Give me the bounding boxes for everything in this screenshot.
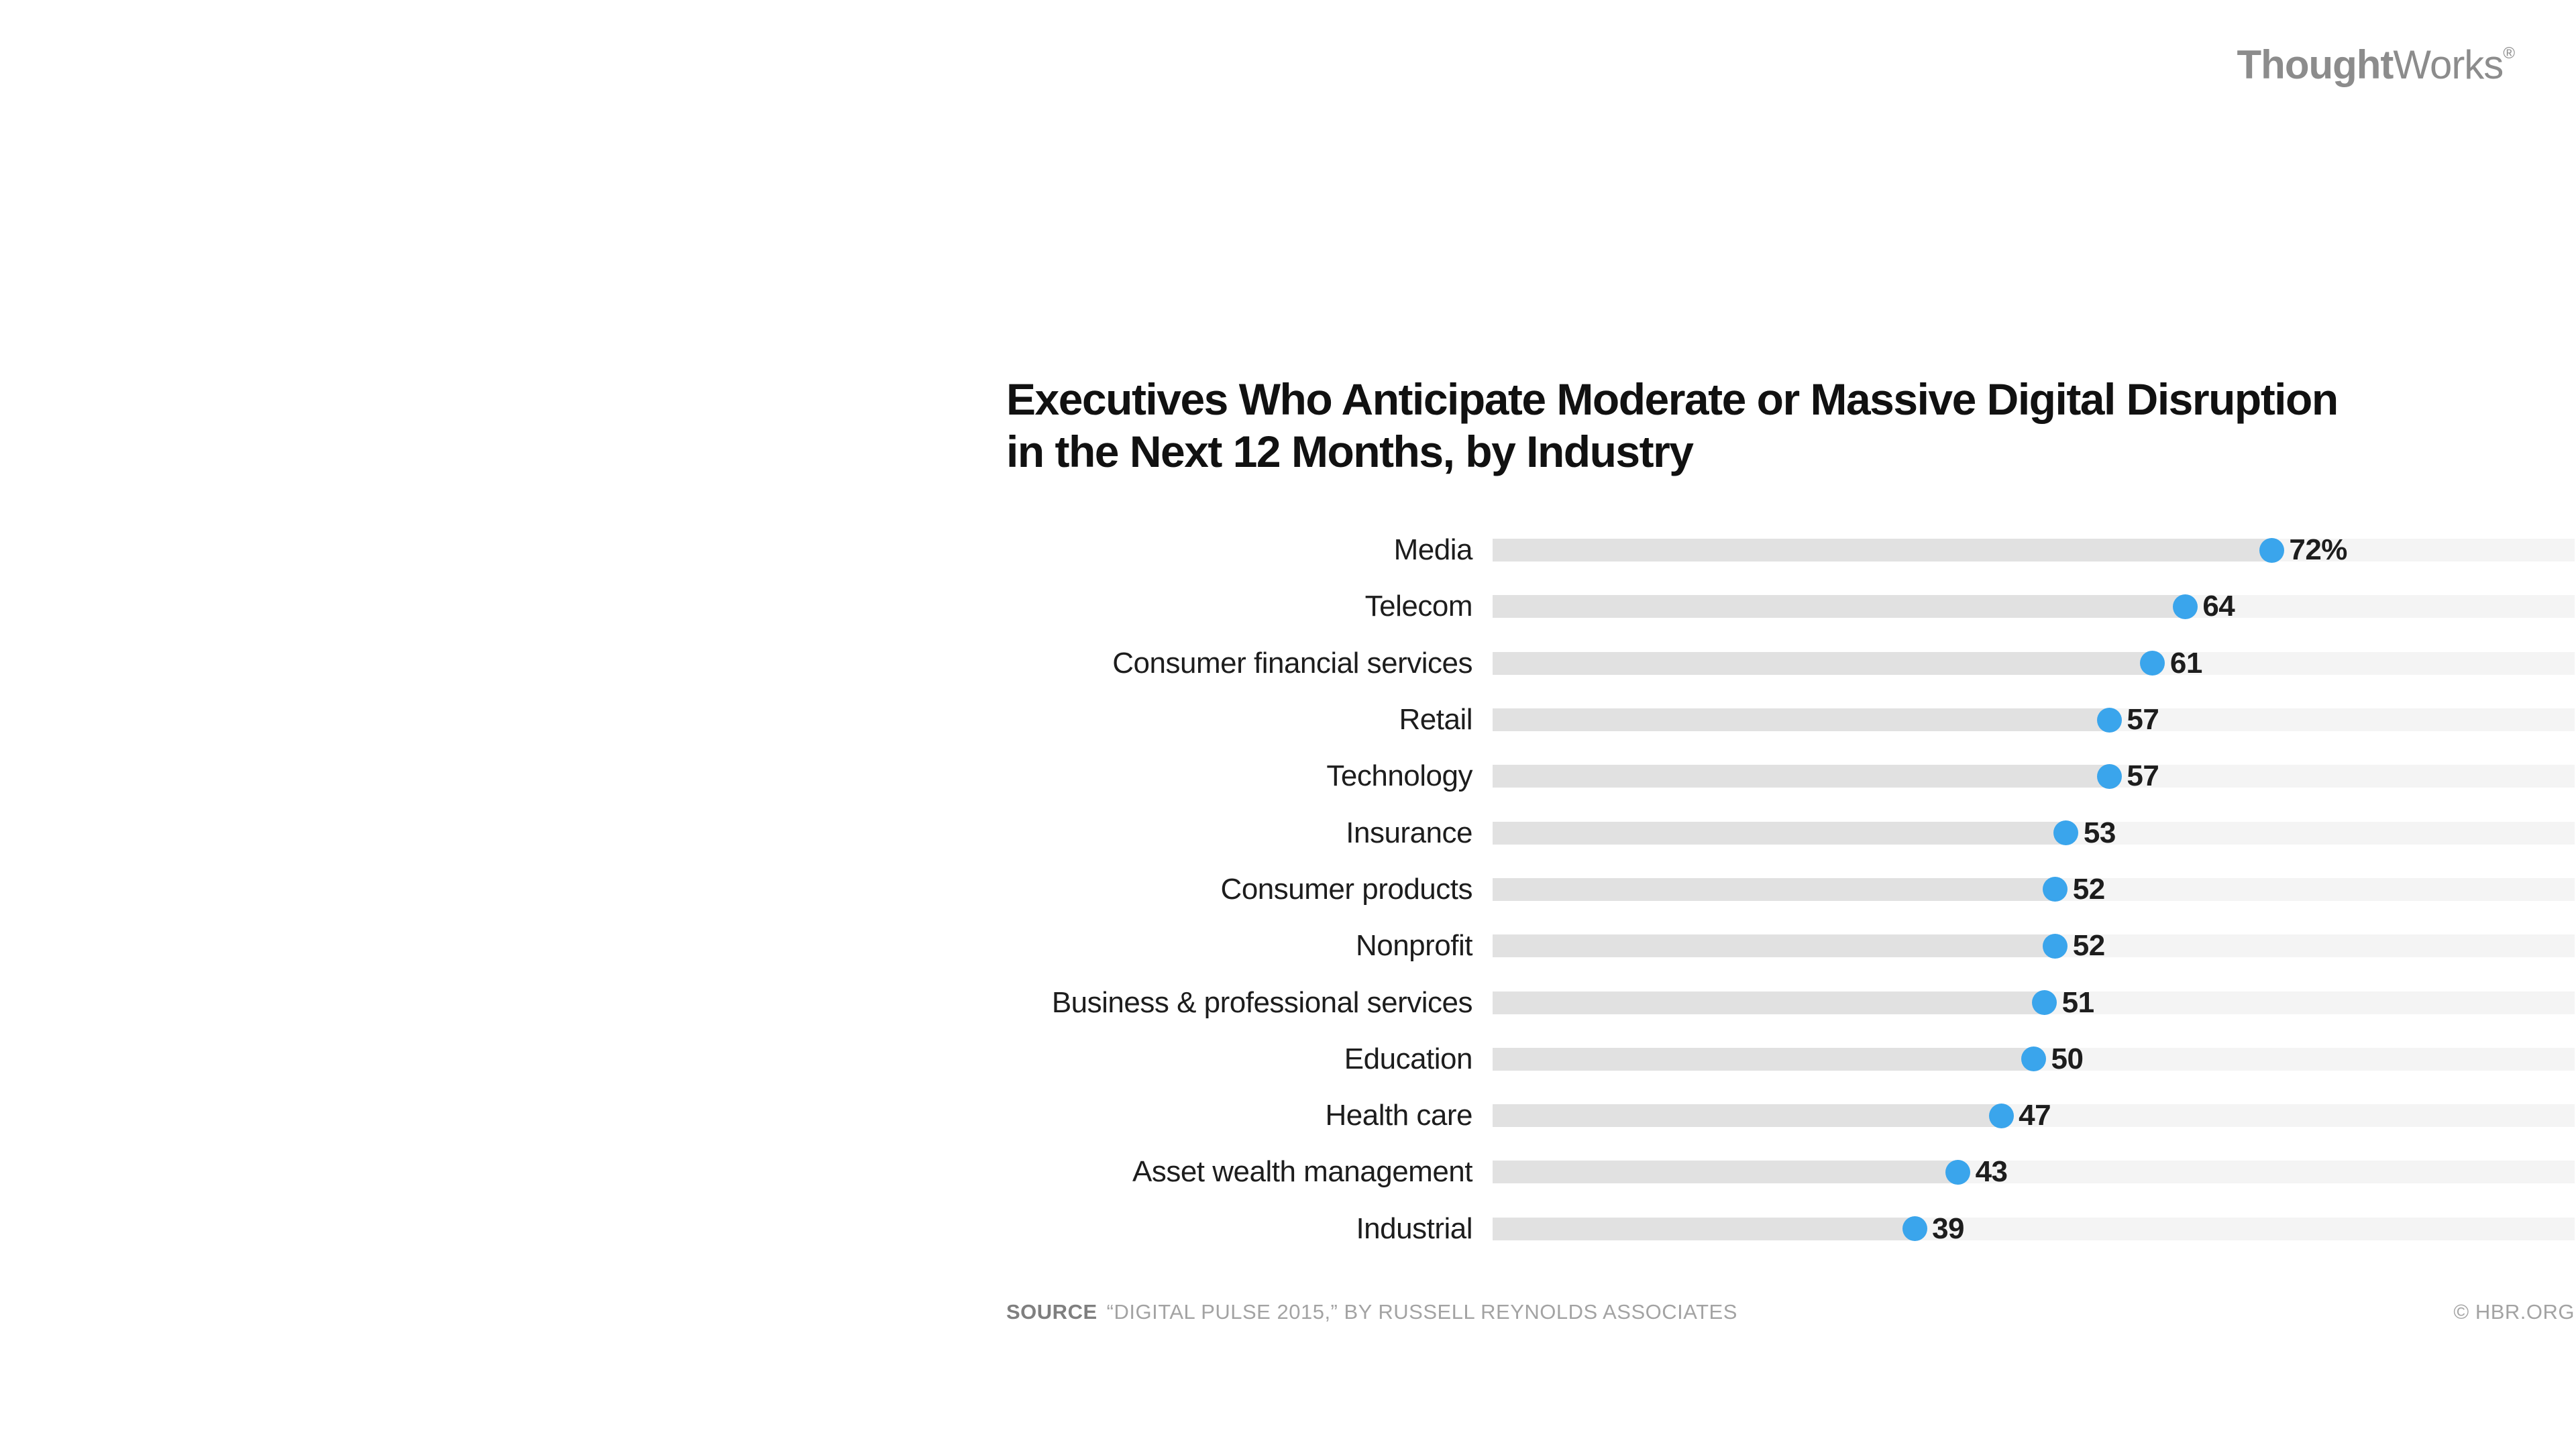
thoughtworks-logo: ThoughtWorks® [2237, 42, 2515, 88]
value-label: 47 [2019, 1099, 2051, 1132]
value-dot [2053, 820, 2079, 846]
chart-title-line-1: Executives Who Anticipate Moderate or Ma… [1006, 374, 2339, 424]
category-label: Technology [1326, 759, 1472, 793]
category-label: Asset wealth management [1132, 1155, 1473, 1189]
bar-track: 64 [1493, 590, 2575, 623]
value-dot [2032, 990, 2057, 1016]
bar-track: 47 [1493, 1099, 2575, 1132]
value-dot [1902, 1216, 1927, 1242]
bar-track: 51 [1493, 986, 2575, 1019]
category-label: Telecom [1364, 590, 1473, 623]
bar-track: 50 [1493, 1042, 2575, 1075]
category-label: Nonprofit [1355, 929, 1473, 963]
value-label: 43 [1975, 1155, 2008, 1189]
value-dot [2043, 933, 2068, 959]
value-label: 72% [2289, 533, 2347, 567]
category-label: Business & professional services [1051, 985, 1473, 1019]
logo-regular-text: Works [2393, 42, 2504, 87]
value-label: 61 [2169, 646, 2202, 680]
bar-fill [1493, 1104, 2002, 1128]
value-label: 39 [1932, 1212, 1965, 1245]
chart-row: Health care 47 [1006, 1087, 2575, 1144]
source-text: “DIGITAL PULSE 2015,” BY RUSSELL REYNOLD… [1106, 1300, 1737, 1324]
bar-fill [1493, 595, 2186, 619]
chart-row: Education 50 [1006, 1031, 2575, 1087]
chart-row: Retail 57 [1006, 692, 2575, 748]
bar-track: 52 [1493, 929, 2575, 962]
value-label: 51 [2061, 985, 2094, 1019]
bar-track: 57 [1493, 759, 2575, 792]
category-label: Health care [1325, 1099, 1472, 1132]
dot-plot-chart: Media 72% Telecom 64 Consumer financial serv… [1006, 522, 2575, 1257]
bar-fill [1493, 539, 2272, 562]
value-label: 50 [2051, 1042, 2084, 1075]
chart-row: Consumer products 52 [1006, 861, 2575, 918]
bar-fill [1493, 934, 2055, 958]
bar-fill [1493, 651, 2153, 675]
chart-row: Nonprofit 52 [1006, 918, 2575, 974]
bar-track: 72% [1493, 533, 2575, 566]
category-label: Insurance [1346, 816, 1472, 849]
chart-row: Telecom 64 [1006, 578, 2575, 635]
value-dot [2096, 707, 2122, 733]
chart-title: Executives Who Anticipate Moderate or Ma… [1006, 373, 2569, 478]
registered-trademark-icon: ® [2503, 44, 2515, 62]
chart-row: Technology 57 [1006, 748, 2575, 804]
bar-fill [1493, 1047, 2034, 1071]
bar-fill [1493, 991, 2045, 1014]
bar-track: 43 [1493, 1155, 2575, 1188]
bar-fill [1493, 877, 2055, 901]
value-label: 52 [2072, 929, 2105, 963]
bar-track: 52 [1493, 873, 2575, 906]
bar-track: 61 [1493, 647, 2575, 680]
value-dot [2140, 651, 2165, 676]
value-dot [2043, 877, 2068, 902]
value-dot [1945, 1159, 1971, 1185]
category-label: Industrial [1356, 1212, 1472, 1245]
value-dot [1988, 1103, 2014, 1128]
logo-bold-text: Thought [2237, 42, 2394, 87]
source-line: SOURCE “DIGITAL PULSE 2015,” BY RUSSELL R… [1006, 1300, 1737, 1324]
bar-track: 39 [1493, 1212, 2575, 1245]
value-dot [2096, 763, 2122, 789]
copyright-credit: © HBR.ORG [2453, 1300, 2575, 1324]
value-label: 52 [2072, 872, 2105, 906]
category-label: Consumer products [1220, 872, 1473, 906]
chart-row: Insurance 53 [1006, 804, 2575, 861]
bar-fill [1493, 1161, 1958, 1184]
chart-row: Media 72% [1006, 522, 2575, 578]
bar-track: 57 [1493, 703, 2575, 736]
chart-title-line-2: in the Next 12 Months, by Industry [1006, 427, 1694, 476]
bar-fill [1493, 765, 2110, 788]
category-label: Retail [1399, 703, 1473, 737]
chart-row: Asset wealth management 43 [1006, 1144, 2575, 1200]
value-dot [2172, 594, 2198, 619]
category-label: Media [1393, 533, 1473, 567]
chart-row: Industrial 39 [1006, 1201, 2575, 1257]
category-label: Education [1344, 1042, 1473, 1075]
chart-row: Consumer financial services 61 [1006, 635, 2575, 692]
category-label: Consumer financial services [1112, 646, 1472, 680]
bar-track: 53 [1493, 816, 2575, 849]
value-label: 64 [2202, 590, 2235, 623]
value-label: 57 [2127, 759, 2159, 793]
bar-fill [1493, 821, 2066, 845]
chart-footer: SOURCE “DIGITAL PULSE 2015,” BY RUSSELL R… [1006, 1300, 2575, 1324]
value-dot [2021, 1046, 2046, 1072]
value-dot [2259, 537, 2284, 563]
value-label: 57 [2127, 703, 2159, 737]
source-label: SOURCE [1006, 1300, 1097, 1324]
chart-row: Business & professional services 51 [1006, 974, 2575, 1030]
bar-fill [1493, 708, 2110, 732]
bar-fill [1493, 1217, 1915, 1240]
value-label: 53 [2083, 816, 2116, 849]
